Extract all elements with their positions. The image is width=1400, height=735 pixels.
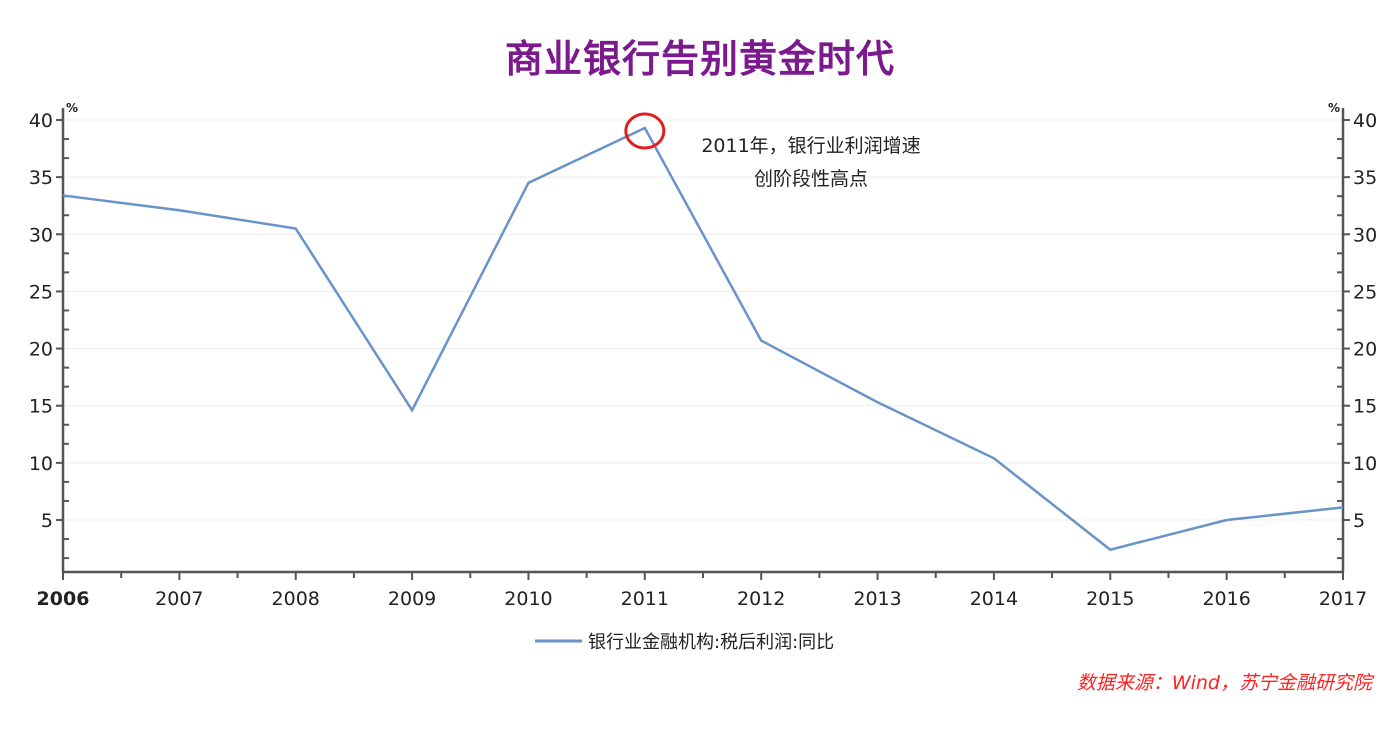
y-tick-label-right: 5 <box>1353 510 1365 532</box>
annotation-line-2: 创阶段性高点 <box>754 168 868 190</box>
y-tick-label-right: 20 <box>1353 339 1377 361</box>
y-tick-label-left: 35 <box>29 167 53 189</box>
x-tick-label: 2015 <box>1086 588 1134 610</box>
x-tick-label: 2014 <box>970 588 1018 610</box>
y-tick-label-left: 5 <box>41 510 53 532</box>
chart-title: 商业银行告别黄金时代 <box>504 37 895 81</box>
series-line <box>62 126 1344 552</box>
y-tick-label-left: 15 <box>29 396 53 418</box>
y-tick-label-right: 25 <box>1353 281 1377 303</box>
y-tick-label-right: 30 <box>1353 224 1377 246</box>
y-tick-label-left: 40 <box>29 110 53 132</box>
x-tick-label: 2008 <box>272 588 320 610</box>
highlight-circle <box>624 112 666 150</box>
y-tick-label-right: 35 <box>1353 167 1377 189</box>
x-tick-label: 2016 <box>1202 588 1250 610</box>
y-unit-left: % <box>66 101 78 115</box>
legend-label: 银行业金融机构:税后利润:同比 <box>588 632 834 653</box>
y-tick-label-right: 10 <box>1353 453 1377 475</box>
annotation-line-1: 2011年，银行业利润增速 <box>701 135 920 157</box>
y-tick-label-right: 40 <box>1353 110 1377 132</box>
y-unit-right: % <box>1328 101 1340 115</box>
x-tick-label: 2007 <box>155 588 203 610</box>
x-tick-label: 2009 <box>388 588 436 610</box>
x-tick-label: 2013 <box>853 588 901 610</box>
y-tick-label-left: 25 <box>29 281 53 303</box>
x-tick-label: 2011 <box>621 588 669 610</box>
x-tick-label: 2010 <box>504 588 552 610</box>
y-tick-label-right: 15 <box>1353 396 1377 418</box>
x-tick-label: 2012 <box>737 588 785 610</box>
x-tick-label: 2006 <box>37 588 90 610</box>
data-source-note: 数据来源：Wind，苏宁金融研究院 <box>1076 672 1372 694</box>
y-tick-label-left: 20 <box>29 339 53 361</box>
x-tick-label: 2017 <box>1319 588 1367 610</box>
y-tick-label-left: 10 <box>29 453 53 475</box>
y-tick-label-left: 30 <box>29 224 53 246</box>
